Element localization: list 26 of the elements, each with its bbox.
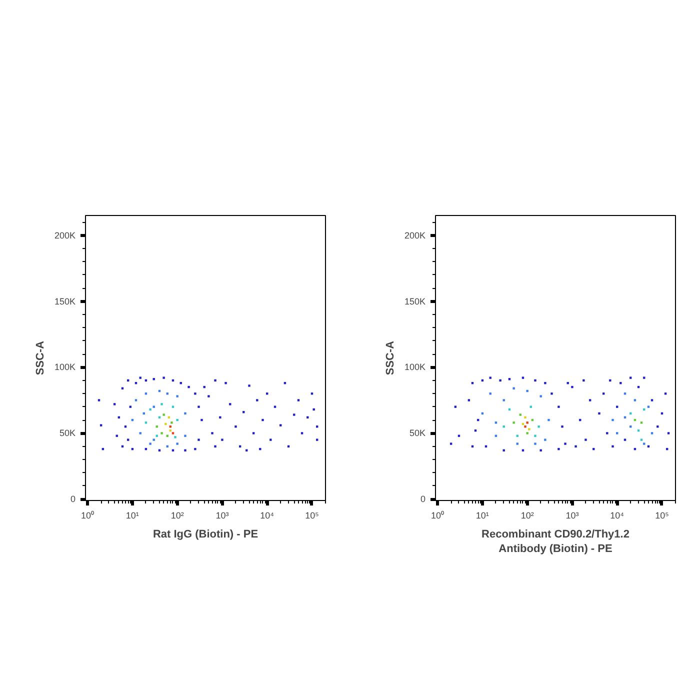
y-tick-label: 50K	[409, 428, 426, 438]
x-tick-label: 10⁰	[81, 510, 94, 520]
x-axis-title: Recombinant CD90.2/Thy1.2 Antibody (Biotin) - PE	[482, 528, 630, 555]
x-tick-label: 10³	[566, 510, 579, 520]
x-tick-label: 10⁵	[305, 510, 320, 520]
x-tick-label: 10¹	[126, 510, 139, 520]
x-tick-label: 10²	[170, 510, 184, 520]
y-tick-label: 150K	[404, 296, 426, 306]
x-axis-title: Rat IgG (Biotin) - PE	[152, 528, 258, 540]
y-tick-label: 0	[420, 494, 426, 504]
x-tick-label: 10⁴	[610, 510, 624, 520]
x-tick-label: 10⁵	[655, 510, 670, 520]
x-tick-label: 10³	[216, 510, 229, 520]
x-tick-label: 10⁰	[431, 510, 444, 520]
y-tick-label: 100K	[404, 362, 426, 372]
y-tick-label: 200K	[54, 230, 76, 240]
y-axis-title: SSC-A	[34, 340, 46, 376]
y-tick-label: 0	[70, 494, 76, 504]
y-axis-title: SSC-A	[384, 340, 396, 376]
x-tick-label: 10²	[520, 510, 534, 520]
y-tick-label: 150K	[54, 296, 76, 306]
y-tick-label: 50K	[59, 428, 76, 438]
x-tick-label: 10¹	[476, 510, 489, 520]
x-tick-label: 10⁴	[260, 510, 274, 520]
y-tick-label: 200K	[404, 230, 426, 240]
y-tick-label: 100K	[54, 362, 76, 372]
